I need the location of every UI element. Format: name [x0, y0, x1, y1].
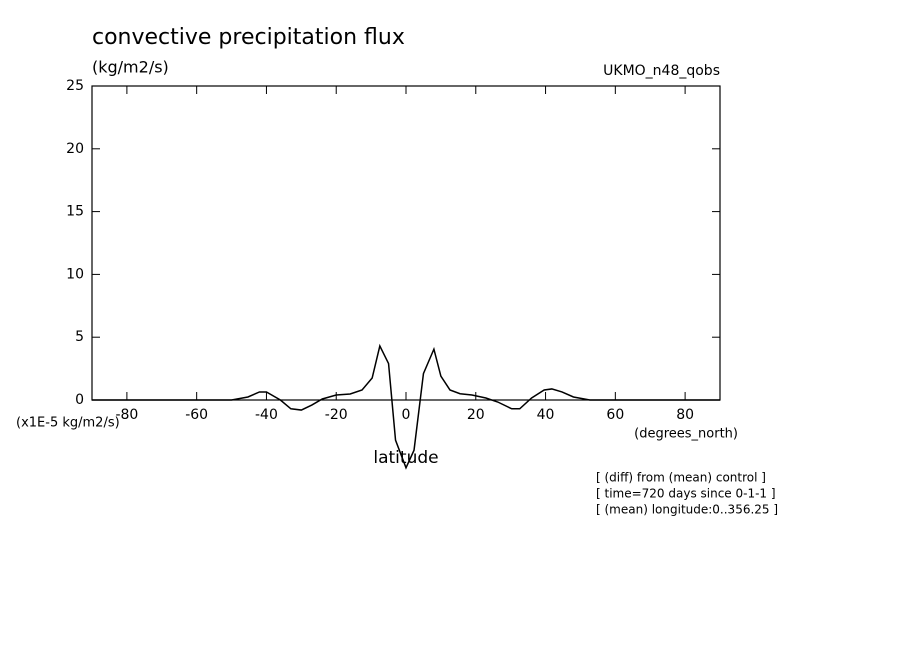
y-tick-label: 10	[66, 266, 84, 282]
y-tick-label: 20	[66, 141, 84, 157]
model-label: UKMO_n48_qobs	[603, 63, 720, 79]
y-tick-label: 5	[75, 329, 84, 345]
x-tick-label: -40	[255, 407, 278, 423]
x-axis-label: latitude	[373, 448, 438, 468]
x-tick-label: -80	[115, 407, 138, 423]
x-tick-label: 80	[676, 407, 694, 423]
x-units: (degrees_north)	[634, 427, 738, 442]
x-tick-label: 60	[606, 407, 624, 423]
y-tick-label: 0	[75, 392, 84, 408]
plot-frame	[91, 85, 721, 401]
y-tick-label: 25	[66, 78, 84, 94]
x-tick-label: -20	[325, 407, 348, 423]
x-tick-label: 20	[467, 407, 485, 423]
units: (kg/m2/s)	[92, 58, 169, 77]
x-tick-label: -60	[185, 407, 208, 423]
chart-title: convective precipitation flux	[92, 25, 405, 50]
annotation: [ time=720 days since 0-1-1 ]	[596, 487, 776, 501]
x-tick-label: 0	[402, 407, 411, 423]
y-axis-label: (x1E-5 kg/m2/s)	[16, 416, 120, 431]
y-tick-label: 15	[66, 204, 84, 220]
x-tick-label: 40	[537, 407, 555, 423]
annotation: [ (diff) from (mean) control ]	[596, 471, 766, 485]
annotation: [ (mean) longitude:0..356.25 ]	[596, 503, 778, 517]
data-line	[92, 343, 720, 470]
